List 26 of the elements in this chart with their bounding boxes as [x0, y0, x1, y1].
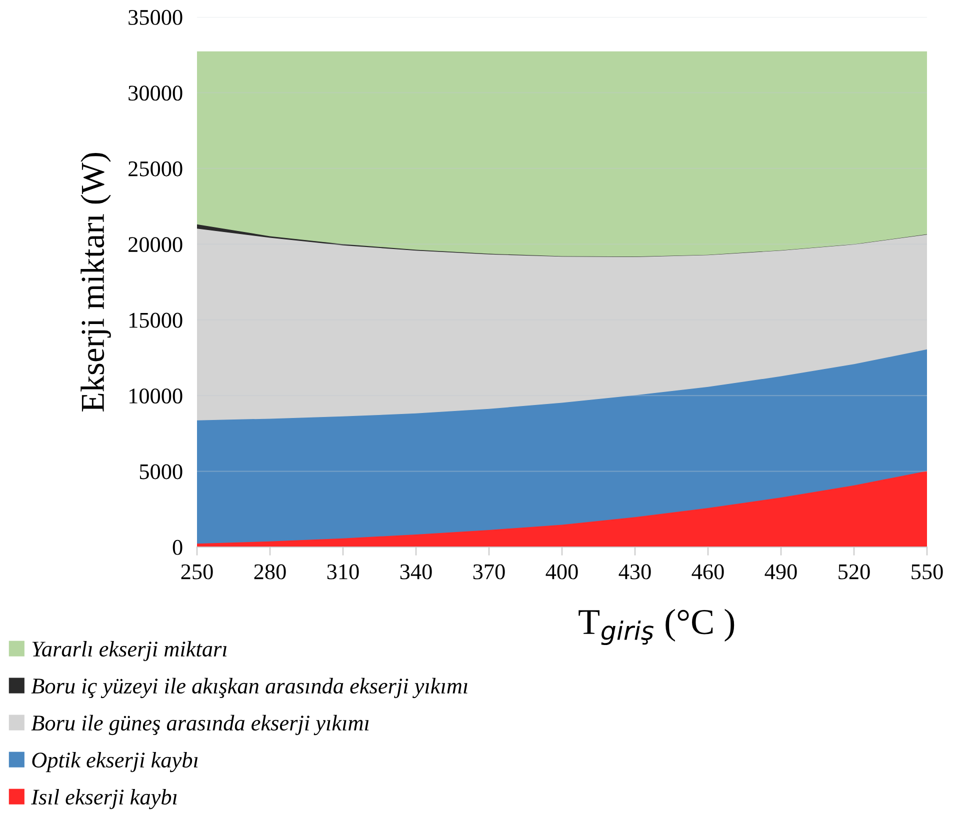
x-tick-label: 310 [327, 564, 359, 580]
y-tick-label: 35000 [128, 10, 182, 25]
x-tick-label: 400 [546, 564, 578, 580]
y-tick-label: 20000 [128, 237, 182, 252]
y-tick-label: 25000 [128, 161, 182, 176]
x-tick-label: 250 [181, 564, 213, 580]
y-tick-label: 10000 [130, 388, 182, 404]
x-tick-label: 550 [912, 564, 943, 580]
x-tick-label: 370 [473, 564, 505, 580]
x-tick-label: 490 [764, 564, 797, 580]
x-tick-label: 430 [618, 564, 651, 580]
y-tick-label: 15000 [130, 312, 182, 328]
x-axis-title: T$_{giriş}$ (°C ) [578, 608, 734, 646]
legend-label: Boru iç yüzeyi ile akışkan arasında ekserji yıkımı [31, 678, 468, 698]
y-tick-label: 5000 [140, 464, 182, 480]
y-axis-title: Ekserji miktarı (W) [80, 152, 111, 412]
x-tick-label: 280 [254, 564, 286, 580]
legend-label: Isıl ekserji kaybı [31, 788, 177, 810]
y-tick-label: 30000 [128, 86, 182, 101]
legend-label: Optik ekserji kaybı [32, 752, 198, 772]
x-tick-label: 460 [692, 564, 724, 580]
legend-label: Yararlı ekserji miktarı [32, 640, 226, 662]
legend-label: Boru ile güneş arasında ekserji yıkımı [31, 714, 369, 736]
x-tick-label: 520 [838, 564, 870, 580]
y-tick-label: 0 [172, 540, 182, 555]
x-tick-label: 340 [400, 564, 432, 580]
